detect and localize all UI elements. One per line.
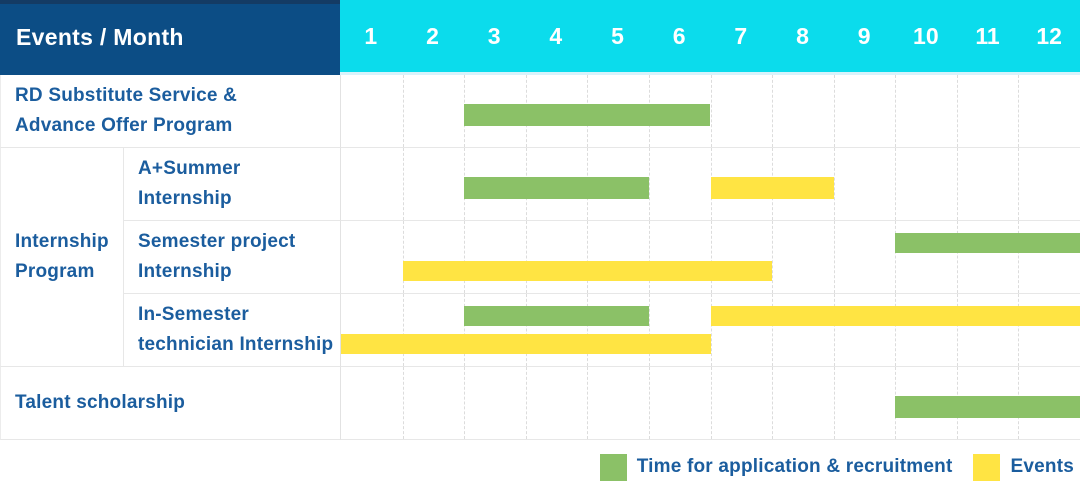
chart-row-a-plus-summer-internship [340, 148, 1080, 221]
month-header-8: 8 [771, 0, 834, 75]
event-label-line: Internship [138, 261, 232, 282]
month-gridline [710, 294, 712, 366]
month-gridline [402, 75, 404, 147]
event-label-line: technician Internship [138, 334, 334, 355]
month-gridline [525, 294, 527, 366]
month-gridline [1018, 294, 1020, 366]
legend-item-yellow: Events [973, 453, 1074, 481]
event-label-line: Semester project [138, 231, 296, 252]
gantt-bar-a-plus-summer-internship-yellow [710, 177, 834, 199]
gantt-bar-a-plus-summer-internship-green [464, 177, 649, 199]
month-header-11: 11 [956, 0, 1019, 75]
month-header-2: 2 [401, 0, 464, 75]
event-label-talent-scholarship: Talent scholarship [0, 367, 340, 440]
month-gridline [1018, 148, 1020, 220]
month-gridline [464, 221, 466, 293]
legend: Time for application & recruitment Events [0, 440, 1080, 494]
month-gridline [525, 221, 527, 293]
month-gridline [1018, 75, 1020, 147]
group-label-internship-program: Internship Program [0, 148, 124, 367]
gantt-bar-talent-scholarship-green [895, 396, 1080, 418]
month-gridline [648, 294, 650, 366]
month-gridline [895, 148, 897, 220]
chart-row-rd-substitute-service [340, 75, 1080, 148]
month-gridline [833, 221, 835, 293]
chart-row-in-semester-technician-internship [340, 294, 1080, 367]
month-gridline [587, 367, 589, 439]
event-label-line: Talent scholarship [15, 392, 186, 413]
month-gridline [895, 294, 897, 366]
chart-row-semester-project-internship [340, 221, 1080, 294]
gantt-bar-rd-substitute-service-green [464, 104, 711, 126]
legend-label-green: Time for application & recruitment [636, 456, 953, 477]
month-gridline [587, 294, 589, 366]
month-header-9: 9 [833, 0, 895, 75]
month-gridline [402, 221, 404, 293]
month-gridline [833, 294, 835, 366]
month-gridline [525, 367, 527, 439]
month-gridline [956, 75, 958, 147]
month-gridline [895, 75, 897, 147]
month-gridline [648, 367, 650, 439]
month-gridline [956, 294, 958, 366]
table-corner-header: Events / Month [0, 0, 340, 75]
month-gridline [402, 294, 404, 366]
month-gridline [464, 294, 466, 366]
event-label-line: Advance Offer Program [15, 115, 233, 136]
month-header-7: 7 [710, 0, 772, 75]
month-header-3: 3 [463, 0, 525, 75]
month-header-10: 10 [895, 0, 957, 75]
month-gridline [402, 148, 404, 220]
month-gridline [772, 367, 774, 439]
month-gridline [833, 367, 835, 439]
month-gridline [710, 367, 712, 439]
event-label-line: RD Substitute Service & [15, 85, 238, 106]
month-gridline [772, 294, 774, 366]
month-gridline [648, 148, 650, 220]
chart-row-talent-scholarship [340, 367, 1080, 440]
group-label-line: Internship [15, 231, 109, 252]
gantt-bar-in-semester-technician-internship-yellow [710, 306, 1080, 326]
legend-item-green: Time for application & recruitment [599, 453, 953, 481]
month-gridline [710, 75, 712, 147]
month-header-1: 1 [340, 0, 402, 75]
month-header-12: 12 [1018, 0, 1080, 75]
events-month-table: Events / Month 1 2 3 4 5 6 7 8 9 10 11 12 Internship… [0, 0, 1080, 440]
event-label-in-semester-technician-internship: In-Semester technician Internship [124, 294, 340, 367]
legend-label-yellow: Events [1010, 456, 1074, 477]
month-gridline [833, 148, 835, 220]
event-label-line: In-Semester [138, 304, 249, 325]
month-gridline [772, 221, 774, 293]
month-gridline [587, 221, 589, 293]
month-gridline [833, 75, 835, 147]
month-header-6: 6 [648, 0, 710, 75]
event-label-line: A+Summer [138, 158, 241, 179]
month-gridline [895, 221, 897, 293]
month-header-4: 4 [525, 0, 587, 75]
month-gridline [710, 221, 712, 293]
event-label-a-plus-summer-internship: A+Summer Internship [124, 148, 340, 221]
legend-swatch-green [599, 453, 627, 481]
event-label-line: Internship [138, 188, 232, 209]
event-label-semester-project-internship: Semester project Internship [124, 221, 340, 294]
gantt-bar-in-semester-technician-internship-green [464, 306, 649, 326]
month-gridline [402, 367, 404, 439]
gantt-bar-in-semester-technician-internship-yellow [341, 334, 711, 354]
month-gridline [464, 367, 466, 439]
month-gridline [956, 221, 958, 293]
event-label-rd-substitute-service: RD Substitute Service & Advance Offer Pro… [0, 75, 340, 148]
month-gridline [956, 148, 958, 220]
month-header-5: 5 [586, 0, 649, 75]
group-label-line: Program [15, 261, 95, 282]
month-gridline [772, 75, 774, 147]
month-gridline [1018, 221, 1020, 293]
gantt-bar-semester-project-internship-green [895, 233, 1080, 253]
legend-swatch-yellow [973, 453, 1001, 481]
month-gridline [648, 221, 650, 293]
gantt-bar-semester-project-internship-yellow [402, 261, 773, 281]
